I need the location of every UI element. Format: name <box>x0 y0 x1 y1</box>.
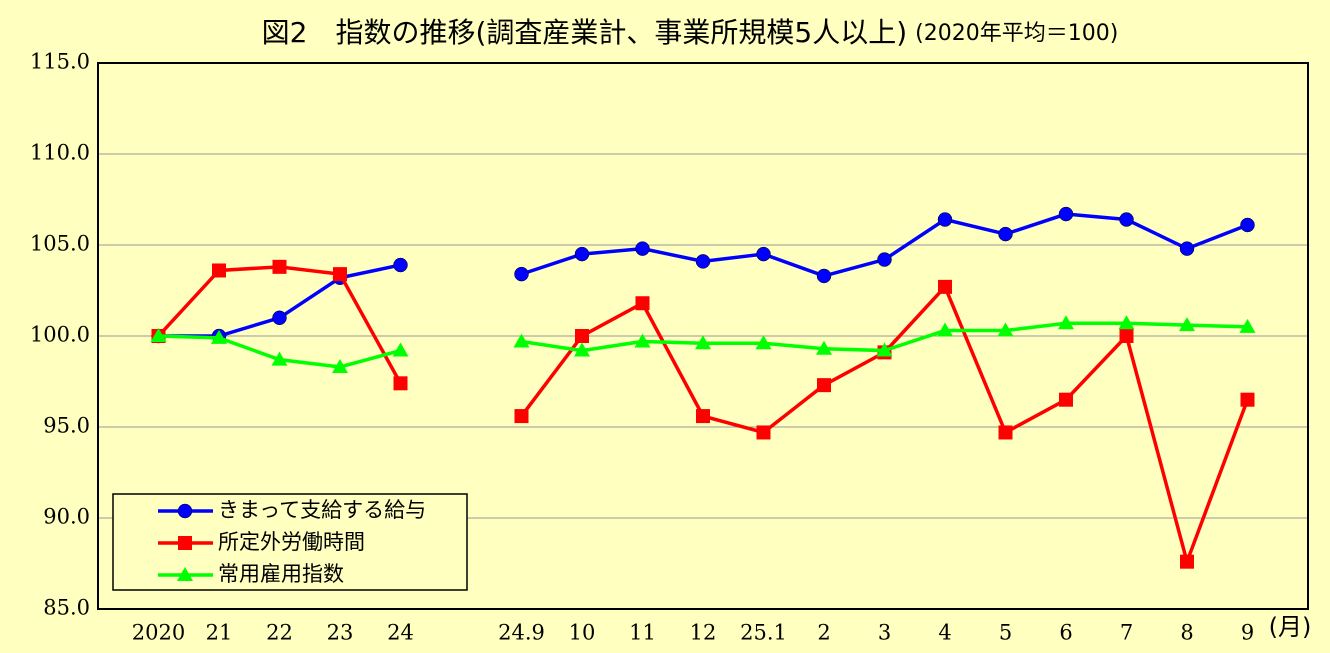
x-tick-label: 24 <box>387 621 414 645</box>
marker <box>513 333 530 348</box>
x-tick-label: 3 <box>878 621 891 645</box>
x-tick-label: 25.1 <box>740 621 787 645</box>
marker <box>938 279 952 294</box>
marker <box>998 226 1013 242</box>
marker <box>393 257 408 273</box>
marker <box>332 358 348 373</box>
marker <box>271 351 288 366</box>
plot-frame <box>97 62 1309 610</box>
marker <box>937 212 953 227</box>
y-tick-label: 105.0 <box>30 232 90 256</box>
x-tick-label: 24.9 <box>498 621 545 645</box>
chart-subtitle: (2020年平均＝100) <box>915 21 1118 46</box>
y-tick-label: 85.0 <box>43 596 90 620</box>
marker <box>1058 315 1074 330</box>
marker <box>1179 241 1195 256</box>
legend-label: 所定外労働時間 <box>218 530 365 554</box>
x-tick-label: 6 <box>1059 621 1072 645</box>
marker <box>211 329 227 344</box>
marker <box>393 376 408 391</box>
marker <box>272 310 287 326</box>
marker <box>1239 318 1256 333</box>
marker <box>877 252 892 267</box>
chart-title: 図2 指数の推移(調査産業計、事業所規模5人以上) <box>262 16 907 49</box>
marker <box>695 335 711 350</box>
marker <box>997 322 1014 337</box>
marker <box>755 335 772 350</box>
legend-label: 常用雇用指数 <box>218 562 344 586</box>
marker <box>1118 315 1135 330</box>
marker <box>150 328 167 342</box>
chart-title-group: 図2 指数の推移(調査産業計、事業所規模5人以上) (2020年平均＝100) <box>262 16 1119 49</box>
x-tick-label: 7 <box>1120 621 1133 645</box>
marker <box>1240 217 1255 233</box>
x-tick-label: 11 <box>629 621 656 645</box>
x-tick-label: 22 <box>266 621 293 645</box>
marker <box>514 266 529 282</box>
marker <box>696 409 710 424</box>
marker <box>1059 392 1073 407</box>
marker <box>635 241 650 256</box>
marker <box>333 267 347 282</box>
marker <box>1180 554 1194 569</box>
marker <box>876 342 893 357</box>
x-tick-label: 2020 <box>132 621 185 645</box>
legend-label: きまって支給する給与 <box>218 498 426 522</box>
x-axis-label: (月) <box>1269 613 1312 641</box>
marker <box>817 378 831 393</box>
y-tick-label: 110.0 <box>30 141 90 165</box>
x-tick-label: 9 <box>1241 621 1254 645</box>
x-tick-label: 12 <box>690 621 717 645</box>
marker <box>998 425 1013 440</box>
marker <box>574 246 590 262</box>
y-tick-label: 90.0 <box>43 505 90 529</box>
x-tick-label: 23 <box>327 621 354 645</box>
marker <box>212 263 226 278</box>
y-tick-label: 115.0 <box>30 50 90 74</box>
marker <box>1179 317 1195 332</box>
x-tick-label: 21 <box>206 621 233 645</box>
marker <box>177 503 193 519</box>
marker <box>816 268 832 284</box>
marker <box>1119 329 1134 343</box>
marker <box>756 246 771 262</box>
marker <box>178 536 192 550</box>
marker <box>1240 392 1255 407</box>
marker <box>756 425 771 440</box>
marker <box>816 340 832 355</box>
marker <box>937 322 953 337</box>
x-tick-label: 10 <box>569 621 596 645</box>
marker <box>514 409 529 424</box>
x-tick-label: 8 <box>1180 621 1193 645</box>
marker <box>1058 206 1074 222</box>
marker <box>634 333 651 348</box>
marker <box>177 567 193 581</box>
marker <box>695 254 711 269</box>
x-tick-label: 2 <box>817 621 830 645</box>
marker <box>392 342 409 357</box>
marker <box>635 296 650 311</box>
x-tick-label: 4 <box>938 621 951 645</box>
marker <box>575 329 589 343</box>
marker <box>574 342 590 357</box>
marker <box>1119 212 1134 227</box>
x-tick-label: 5 <box>999 621 1012 645</box>
y-tick-label: 95.0 <box>43 414 90 438</box>
marker <box>272 259 287 274</box>
y-tick-label: 100.0 <box>30 323 90 347</box>
